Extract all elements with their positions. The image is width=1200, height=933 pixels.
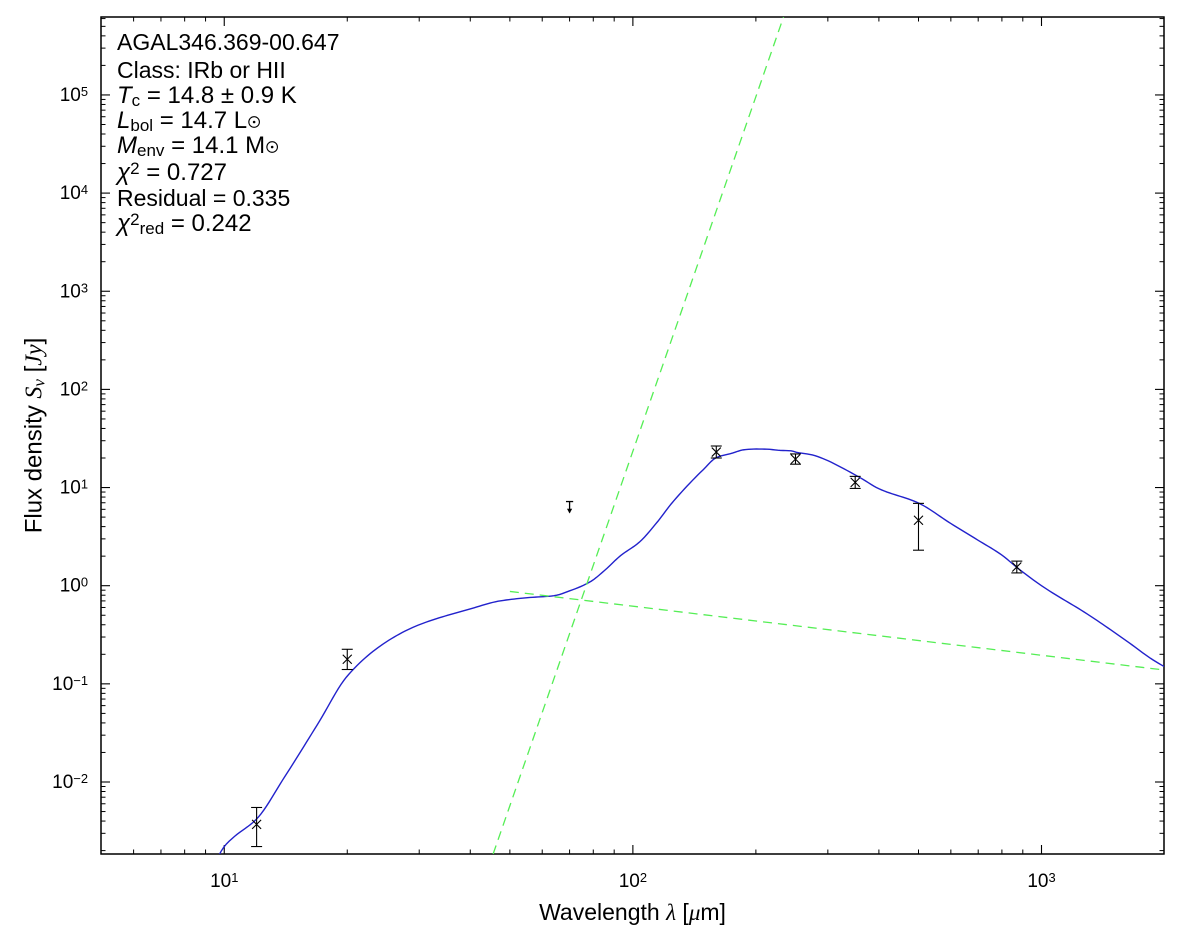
svg-text:Wavelength λ [μm]: Wavelength λ [μm]	[539, 899, 726, 925]
svg-text:Flux density Sν [Jy]: Flux density Sν [Jy]	[21, 338, 49, 534]
svg-text:Residual = 0.335: Residual = 0.335	[117, 185, 290, 211]
svg-text:AGAL346.369-00.647: AGAL346.369-00.647	[117, 29, 340, 55]
svg-text:Class: IRb or HII: Class: IRb or HII	[117, 57, 286, 83]
